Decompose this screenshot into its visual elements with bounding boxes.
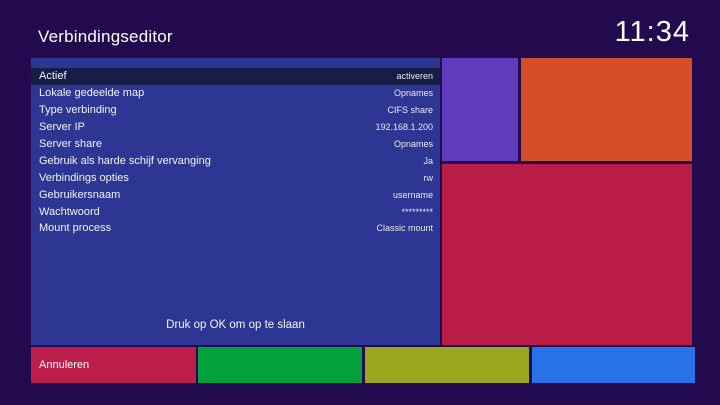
- setting-value: rw: [423, 172, 434, 183]
- setting-value: Opnames: [393, 88, 433, 99]
- color-block-crimson: [442, 164, 692, 345]
- setting-value: Classic mount: [376, 223, 433, 234]
- list-item-server-ip[interactable]: Server IP 192.168.1.200: [31, 119, 440, 136]
- list-item-wachtwoord[interactable]: Wachtwoord *********: [31, 203, 440, 220]
- cancel-button-label: Annuleren: [39, 359, 90, 371]
- setting-value: Opnames: [393, 139, 433, 149]
- save-hint: Druk op OK om op te slaan: [166, 319, 305, 331]
- setting-value: Ja: [423, 155, 433, 166]
- list-item-gebruikersnaam[interactable]: Gebruikersnaam username: [31, 186, 440, 203]
- setting-label: Actief: [39, 70, 67, 83]
- setting-label: Gebruikersnaam: [39, 188, 121, 201]
- setting-value: 192.168.1.200: [375, 122, 433, 133]
- setting-label: Wachtwoord: [39, 205, 100, 218]
- setting-value: username: [392, 189, 433, 200]
- setting-label: Server share: [39, 138, 102, 150]
- list-item-verbindings-opties[interactable]: Verbindings opties rw: [31, 169, 440, 186]
- color-block-purple: [442, 58, 518, 161]
- page-title: Verbindingseditor: [38, 27, 173, 46]
- list-item-mount-process[interactable]: Mount process Classic mount: [31, 220, 440, 237]
- setting-label: Verbindings opties: [39, 171, 129, 184]
- list-item-type-verbinding[interactable]: Type verbinding CIFS share: [31, 102, 440, 119]
- settings-list: Actief activeren Lokale gedeelde map Opn…: [31, 58, 440, 237]
- green-key-button[interactable]: [198, 347, 362, 383]
- setting-label: Gebruik als harde schijf vervanging: [39, 154, 211, 167]
- clock: 11:34: [614, 16, 690, 48]
- list-item-lokale-map[interactable]: Lokale gedeelde map Opnames: [31, 85, 440, 102]
- setting-value: *********: [401, 206, 433, 217]
- setting-label: Lokale gedeelde map: [39, 87, 145, 100]
- blue-key-button[interactable]: [532, 347, 695, 383]
- color-block-orange: [521, 58, 692, 161]
- settings-panel: Actief activeren Lokale gedeelde map Opn…: [31, 58, 440, 345]
- setting-label: Type verbinding: [39, 104, 117, 117]
- setting-label: Mount process: [39, 222, 112, 235]
- yellow-key-button[interactable]: [365, 347, 529, 383]
- list-item-actief[interactable]: Actief activeren: [31, 68, 440, 85]
- list-item-server-share[interactable]: Server share Opnames: [31, 136, 440, 153]
- list-item-hdd-vervanging[interactable]: Gebruik als harde schijf vervanging Ja: [31, 152, 440, 169]
- red-key-cancel-button[interactable]: Annuleren: [31, 347, 196, 383]
- setting-label: Server IP: [39, 121, 85, 134]
- setting-value: activeren: [396, 71, 433, 82]
- setting-value: CIFS share: [387, 105, 433, 116]
